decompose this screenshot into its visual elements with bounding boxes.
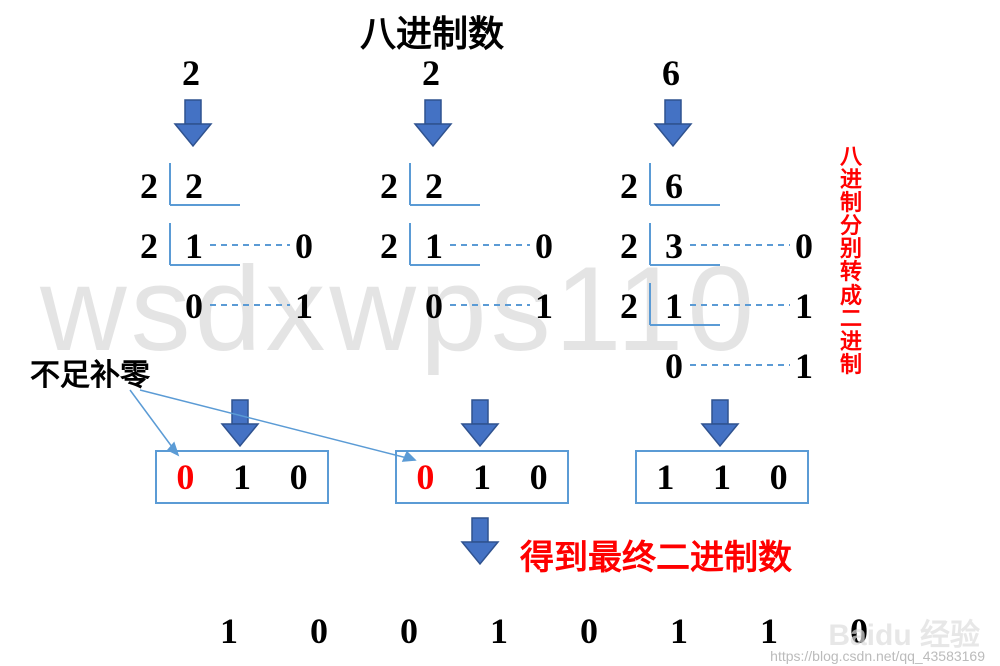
binary-box-1: 0 1 0: [155, 450, 329, 504]
side-char: 进: [840, 330, 862, 353]
fb-6: 1: [760, 610, 778, 652]
box1-d1: 1: [233, 456, 251, 498]
box1-d2: 0: [290, 456, 308, 498]
side-char: 二: [840, 307, 862, 330]
arrow-top-3: [655, 100, 691, 146]
fb-0: 1: [220, 610, 238, 652]
side-char: 八: [840, 145, 862, 168]
side-char: 制: [840, 353, 862, 376]
c2-r2-divisor: 2: [380, 225, 398, 267]
c2-r3-quot: 0: [425, 285, 443, 327]
c3-r4-rem: 1: [795, 345, 813, 387]
c3-r1-divisor: 2: [620, 165, 638, 207]
fb-2: 0: [400, 610, 418, 652]
page-title: 八进制数: [360, 5, 504, 57]
side-char: 成: [840, 284, 862, 307]
c1-r1-divisor: 2: [140, 165, 158, 207]
arrow-box-1: [222, 400, 258, 446]
c3-r2-rem: 0: [795, 225, 813, 267]
c1-r2-rem: 0: [295, 225, 313, 267]
side-char: 制: [840, 191, 862, 214]
c2-r3-rem: 1: [535, 285, 553, 327]
pad-zero-label: 不足补零: [30, 350, 150, 394]
box2-d1: 1: [473, 456, 491, 498]
binary-box-3: 1 1 0: [635, 450, 809, 504]
arrow-box-2: [462, 400, 498, 446]
c3-r3-rem: 1: [795, 285, 813, 327]
c2-r2-rem: 0: [535, 225, 553, 267]
c1-r3-quot: 0: [185, 285, 203, 327]
c3-r2-divisor: 2: [620, 225, 638, 267]
octal-digit-3: 6: [662, 52, 680, 94]
fb-5: 1: [670, 610, 688, 652]
final-label: 得到最终二进制数: [520, 530, 792, 579]
arrow-top-1: [175, 100, 211, 146]
fb-4: 0: [580, 610, 598, 652]
side-char: 分: [840, 214, 862, 237]
box3-d0: 1: [656, 456, 674, 498]
c2-r2-quot: 1: [425, 225, 443, 267]
c1-r2-divisor: 2: [140, 225, 158, 267]
box2-d0: 0: [416, 456, 434, 498]
c3-r1-quot: 6: [665, 165, 683, 207]
octal-digit-1: 2: [182, 52, 200, 94]
arrow-top-2: [415, 100, 451, 146]
box1-d0: 0: [176, 456, 194, 498]
box3-d2: 0: [770, 456, 788, 498]
fb-1: 0: [310, 610, 328, 652]
c1-r3-rem: 1: [295, 285, 313, 327]
side-char: 转: [840, 260, 862, 283]
baidu-watermark: Baidu 经验: [828, 610, 980, 654]
side-label: 八进制分别转成二进制: [840, 145, 862, 376]
c1-r2-quot: 1: [185, 225, 203, 267]
arrow-box-3: [702, 400, 738, 446]
c3-r2-quot: 3: [665, 225, 683, 267]
octal-digit-2: 2: [422, 52, 440, 94]
c3-r3-divisor: 2: [620, 285, 638, 327]
side-char: 别: [840, 237, 862, 260]
side-char: 进: [840, 168, 862, 191]
c2-r1-quot: 2: [425, 165, 443, 207]
arrow-final: [462, 518, 498, 564]
c3-r3-quot: 1: [665, 285, 683, 327]
c1-r1-quot: 2: [185, 165, 203, 207]
c2-r1-divisor: 2: [380, 165, 398, 207]
c3-r4-quot: 0: [665, 345, 683, 387]
box2-d2: 0: [530, 456, 548, 498]
fb-3: 1: [490, 610, 508, 652]
box3-d1: 1: [713, 456, 731, 498]
binary-box-2: 0 1 0: [395, 450, 569, 504]
